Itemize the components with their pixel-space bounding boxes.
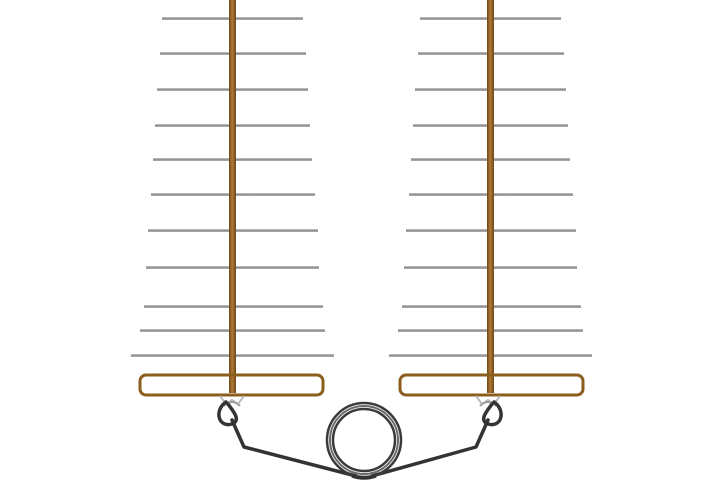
cable-coil-icon [325, 401, 403, 480]
left-cable [217, 400, 358, 478]
coax-cable-icon [217, 400, 503, 478]
right-yagi-antenna [389, 0, 592, 407]
right-boom [487, 0, 494, 393]
right-driven-loop [398, 373, 585, 397]
left-boom [229, 0, 236, 393]
right-cable [370, 400, 503, 478]
left-yagi-antenna [131, 0, 334, 407]
left-driven-loop [138, 373, 325, 397]
